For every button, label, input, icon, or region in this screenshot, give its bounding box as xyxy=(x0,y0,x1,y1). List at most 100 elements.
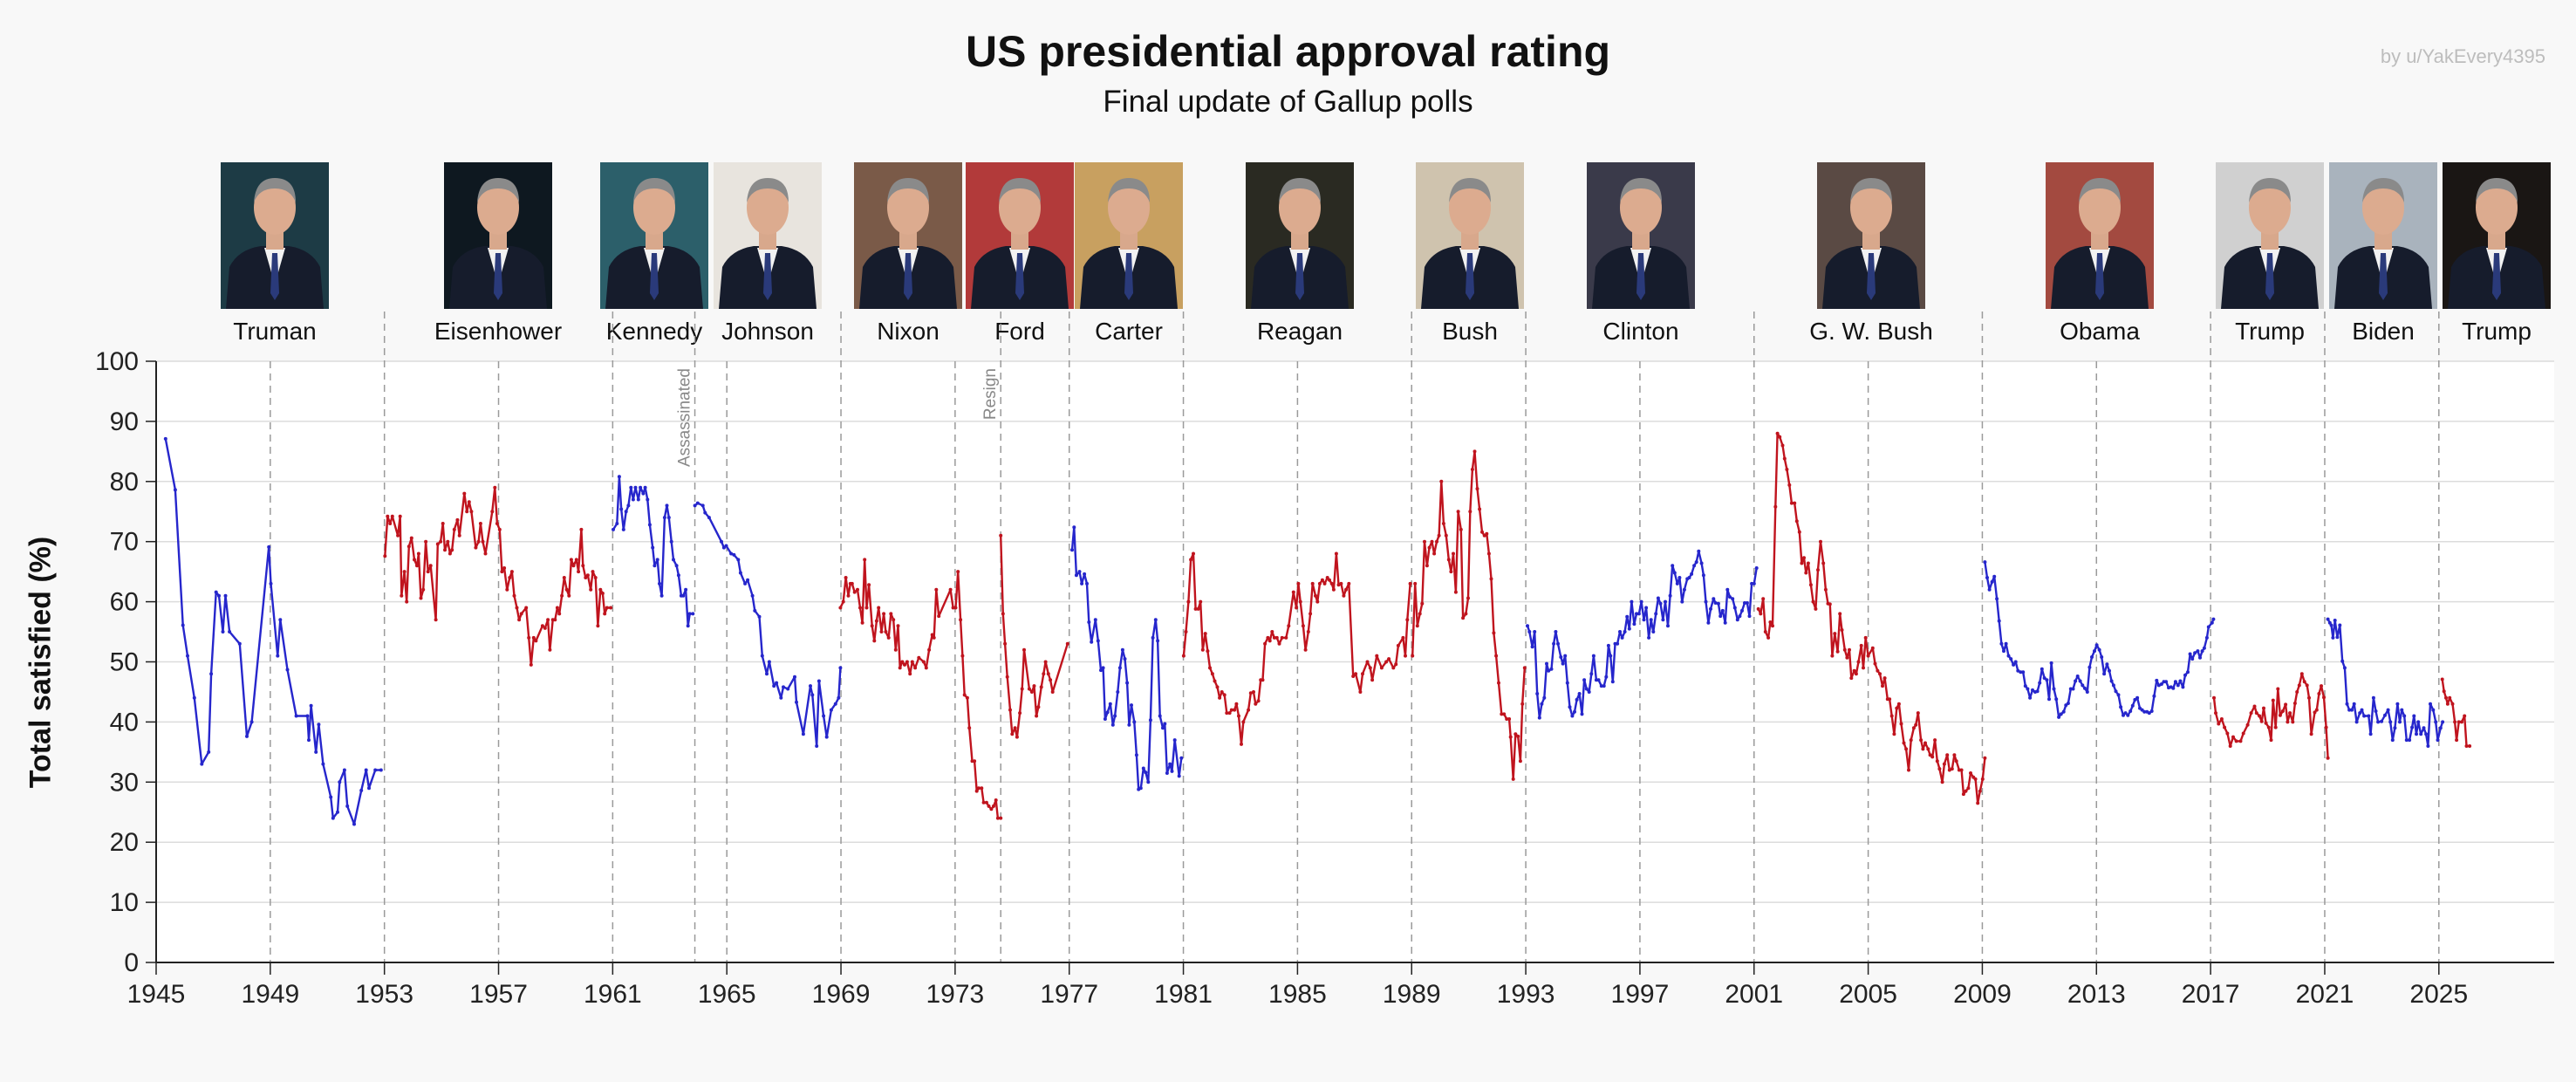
data-point xyxy=(1556,641,1560,646)
data-point xyxy=(596,624,600,628)
data-point xyxy=(1701,573,1705,578)
data-point xyxy=(1914,722,1918,727)
data-point xyxy=(1699,561,1704,565)
y-tick-label: 40 xyxy=(110,708,139,736)
data-point xyxy=(2178,679,2183,683)
data-point xyxy=(2445,702,2450,706)
data-point xyxy=(2228,744,2232,748)
data-point xyxy=(2149,709,2154,713)
data-point xyxy=(1625,614,1630,619)
data-point xyxy=(1666,624,1670,628)
data-point xyxy=(765,672,769,676)
data-point xyxy=(1358,690,1363,694)
data-point xyxy=(2438,726,2443,730)
data-point xyxy=(2081,683,2085,688)
data-point xyxy=(681,593,686,598)
data-point xyxy=(589,587,593,592)
data-point xyxy=(1804,571,1808,575)
data-point xyxy=(2299,672,2304,676)
data-point xyxy=(2200,649,2204,654)
data-point xyxy=(1306,630,1310,633)
data-point xyxy=(874,619,878,623)
data-point xyxy=(2093,649,2096,654)
portrait-photo xyxy=(714,162,822,309)
data-point xyxy=(1425,564,1429,568)
data-point xyxy=(1911,726,1916,730)
data-point xyxy=(1833,632,1837,636)
data-point xyxy=(1623,630,1627,633)
y-tick-label: 60 xyxy=(110,588,139,617)
data-point xyxy=(1923,741,1927,745)
data-point xyxy=(2074,679,2078,683)
data-point xyxy=(2468,744,2472,748)
data-point xyxy=(1254,702,1258,706)
data-point xyxy=(1511,777,1515,781)
data-point xyxy=(1120,647,1124,652)
data-point xyxy=(1256,699,1261,703)
data-point xyxy=(1110,722,1115,727)
data-point xyxy=(1146,780,1151,784)
data-point xyxy=(753,608,757,613)
data-point xyxy=(2105,662,2109,667)
data-point xyxy=(2188,652,2192,656)
data-point xyxy=(1636,612,1641,616)
series-biden xyxy=(2326,617,2445,748)
data-point xyxy=(1277,641,1281,646)
data-point xyxy=(2223,725,2227,729)
data-point xyxy=(2108,668,2111,673)
data-point xyxy=(2262,706,2265,710)
data-point xyxy=(1113,714,1117,718)
data-point xyxy=(1577,692,1582,695)
data-point xyxy=(2102,672,2107,676)
data-point xyxy=(1020,687,1024,691)
data-point xyxy=(1415,624,1419,628)
data-point xyxy=(1027,687,1031,691)
data-point xyxy=(1179,756,1184,760)
data-point xyxy=(2362,714,2367,718)
data-point xyxy=(1314,593,1317,598)
data-point xyxy=(2317,692,2321,695)
data-point xyxy=(1248,691,1253,695)
data-point xyxy=(2097,647,2101,652)
data-point xyxy=(2225,731,2230,736)
data-point xyxy=(951,606,955,610)
data-point xyxy=(314,750,318,754)
data-point xyxy=(1518,759,1522,764)
x-tick-label: 2017 xyxy=(2182,980,2240,1009)
data-point xyxy=(757,614,762,619)
data-point xyxy=(1186,599,1191,604)
data-point xyxy=(2119,705,2123,709)
data-point xyxy=(1773,504,1778,509)
data-point xyxy=(1394,662,1398,667)
data-point xyxy=(452,527,456,531)
president-name-label: Kennedy xyxy=(605,318,703,345)
data-point xyxy=(1043,660,1048,664)
data-point xyxy=(2116,693,2121,697)
data-point xyxy=(1196,606,1200,611)
data-point xyxy=(2094,643,2099,647)
data-point xyxy=(574,558,578,562)
data-point xyxy=(1441,522,1445,525)
data-point xyxy=(1105,710,1110,715)
data-point xyxy=(1561,661,1565,666)
data-point xyxy=(1083,572,1087,576)
x-tick-label: 1957 xyxy=(469,980,528,1009)
data-point xyxy=(1797,530,1801,534)
data-point xyxy=(1200,647,1205,652)
data-point xyxy=(937,614,941,619)
data-point xyxy=(214,590,218,594)
data-point xyxy=(1771,624,1774,628)
data-point xyxy=(1247,708,1251,712)
data-point xyxy=(2128,709,2133,713)
data-point xyxy=(2291,720,2295,724)
data-point xyxy=(2320,684,2323,688)
data-point xyxy=(2173,680,2177,684)
data-point xyxy=(2393,726,2397,730)
y-tick-label: 0 xyxy=(124,948,139,977)
data-point xyxy=(186,654,189,658)
portrait-photo xyxy=(2046,162,2154,309)
data-point xyxy=(1032,684,1036,688)
data-point xyxy=(824,735,829,739)
data-point xyxy=(1987,587,1992,592)
data-point xyxy=(373,768,378,772)
